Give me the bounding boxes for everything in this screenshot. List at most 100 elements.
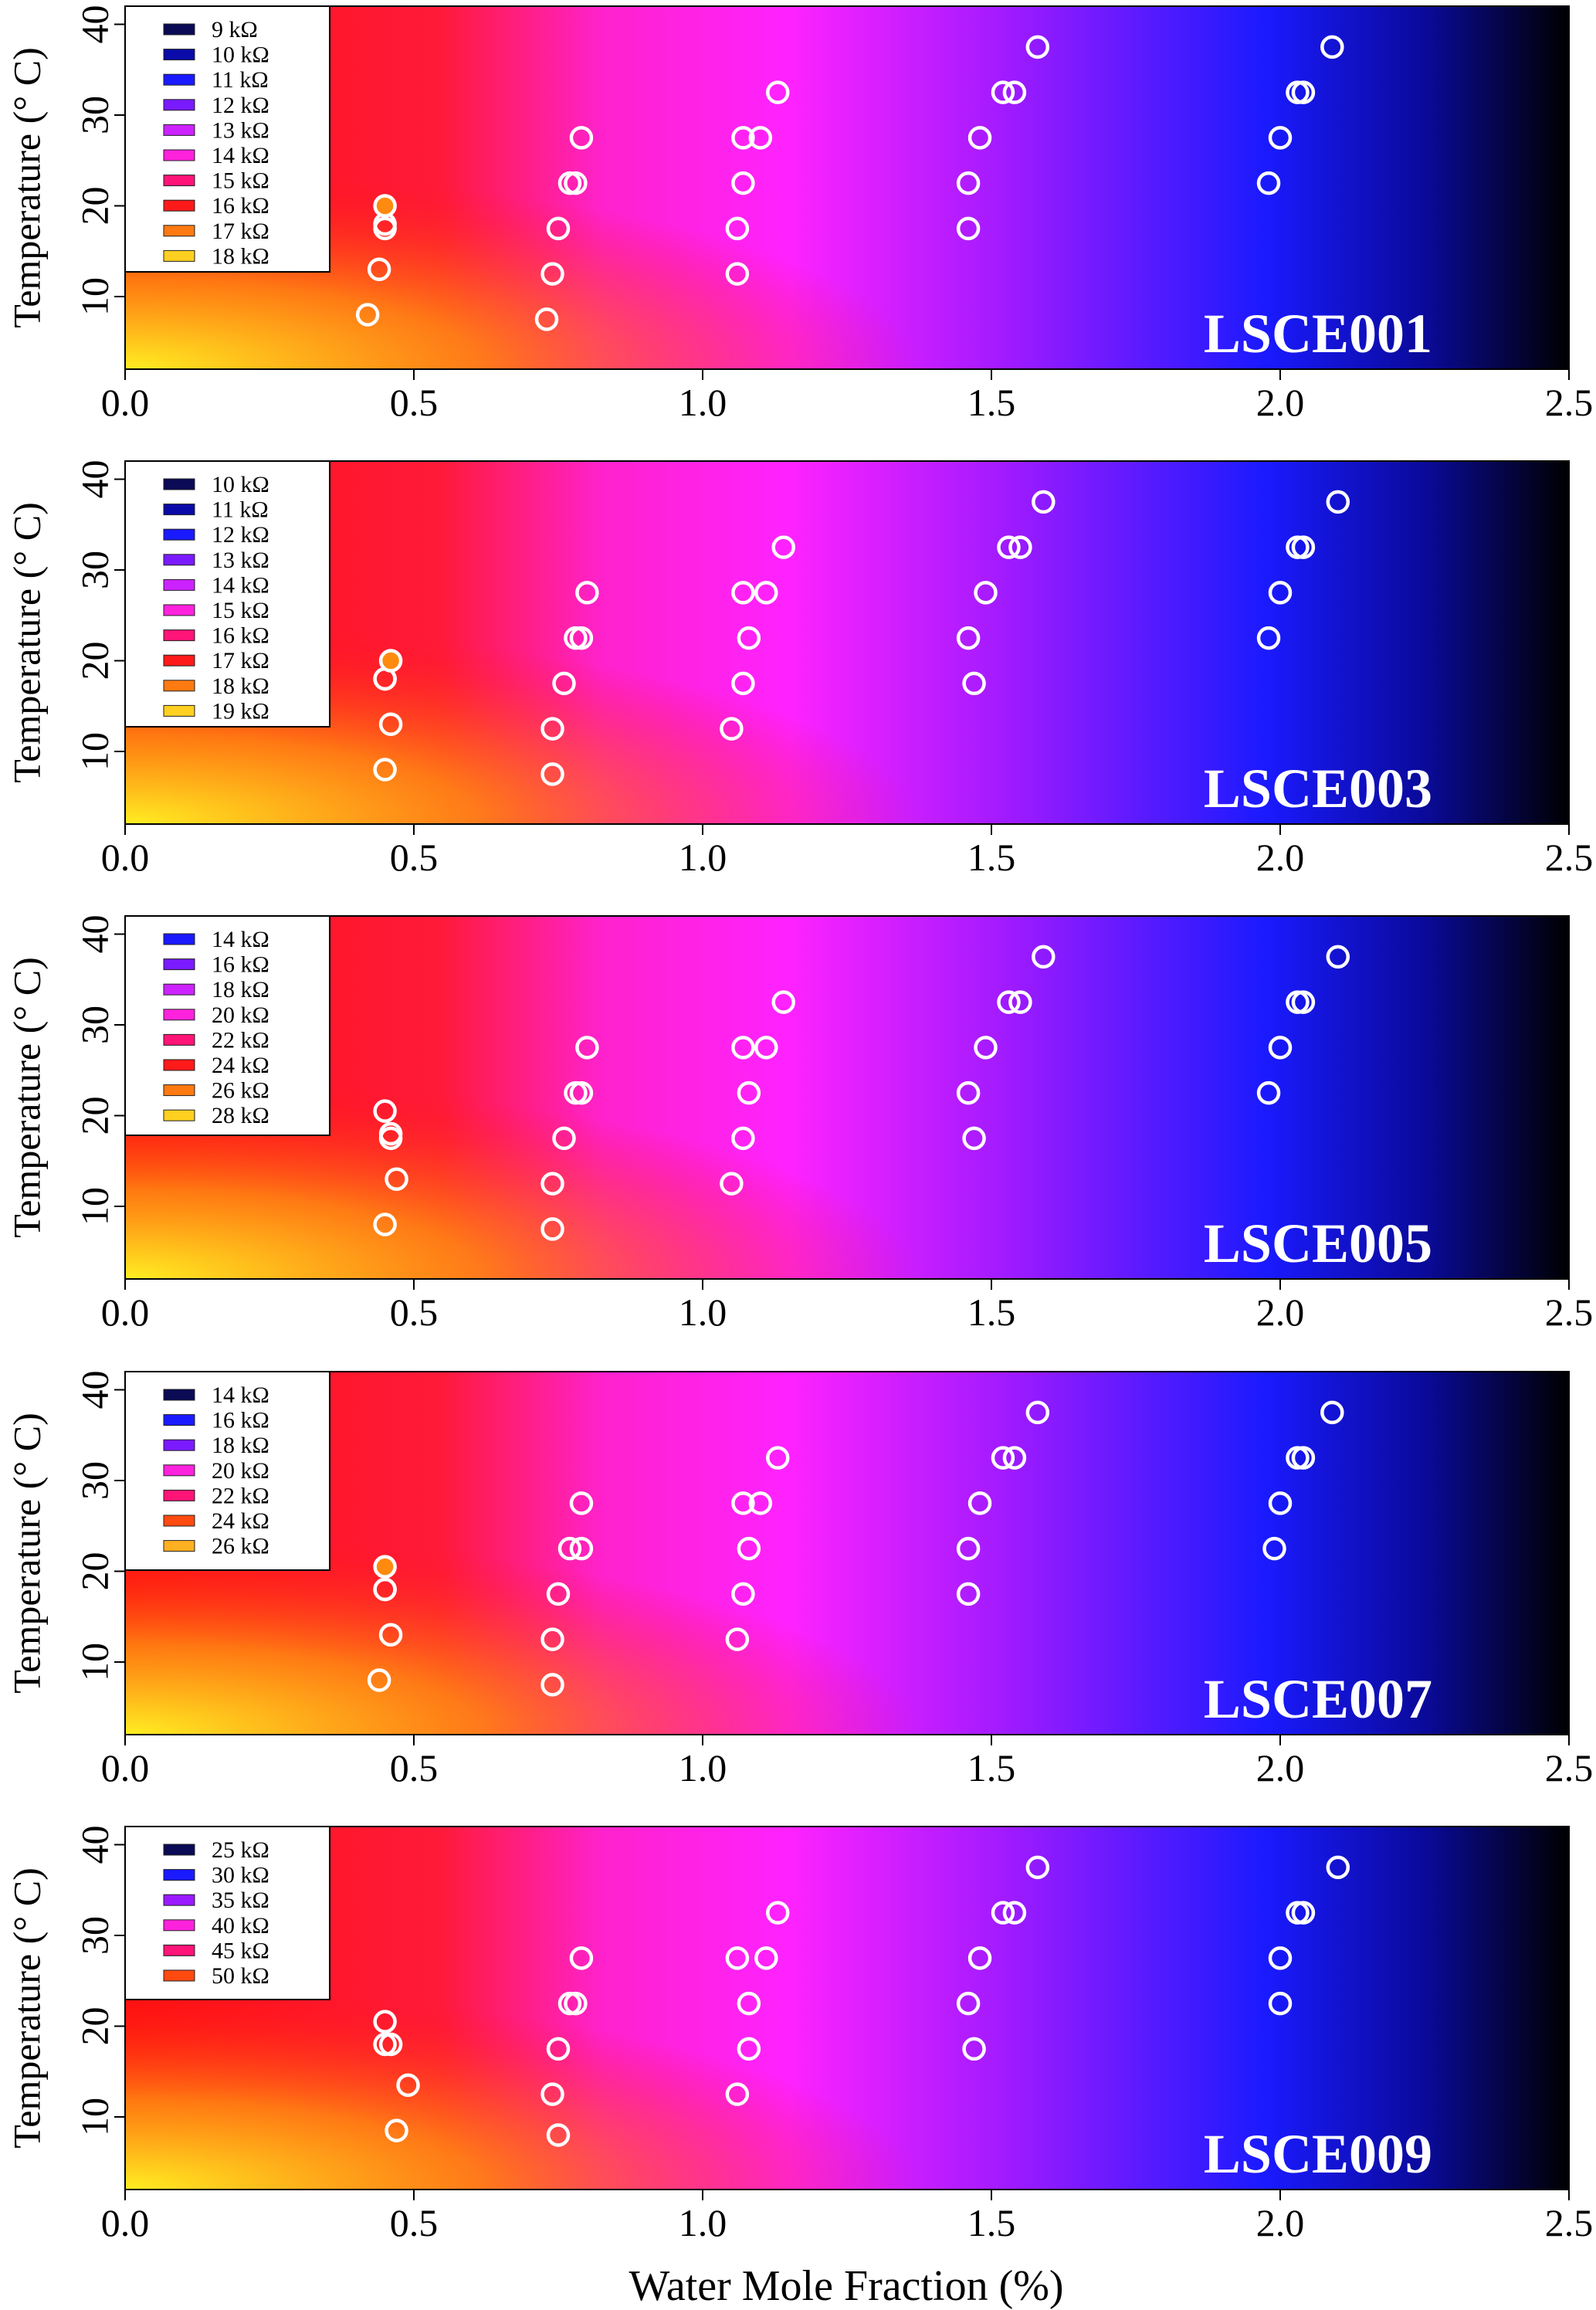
- data-point: [1008, 535, 1032, 559]
- data-point: [962, 2037, 986, 2061]
- data-point: [1025, 1400, 1050, 1425]
- x-tick-label: 0.5: [390, 836, 439, 879]
- x-tick-label: 1.0: [679, 381, 727, 424]
- data-point: [1320, 1400, 1344, 1425]
- data-point: [765, 1446, 790, 1470]
- data-point: [569, 1080, 594, 1105]
- legend-label: 9 kΩ: [212, 17, 258, 42]
- data-point: [962, 1126, 986, 1151]
- x-tick-label: 2.0: [1256, 836, 1305, 879]
- data-point: [771, 990, 795, 1014]
- data-point: [754, 1036, 778, 1060]
- legend-swatch: [163, 1009, 195, 1021]
- x-tick-label: 1.5: [967, 836, 1016, 879]
- legend-swatch: [163, 933, 195, 945]
- data-point: [534, 307, 559, 331]
- y-tick-label: 30: [73, 96, 116, 134]
- legend-swatch: [163, 1869, 195, 1881]
- data-point: [1256, 171, 1281, 195]
- legend-label: 11 kΩ: [212, 67, 269, 93]
- data-point: [355, 303, 380, 327]
- data-point: [1025, 1855, 1050, 1880]
- data-point: [731, 581, 755, 605]
- y-tick-label: 30: [73, 551, 116, 589]
- legend-swatch: [163, 504, 195, 516]
- y-tick-label: 10: [73, 732, 116, 771]
- data-point: [540, 1627, 564, 1651]
- panel-title: LSCE007: [1204, 1668, 1432, 1730]
- x-tick-label: 0.0: [101, 1746, 150, 1789]
- data-point: [956, 626, 981, 650]
- legend-swatch: [163, 604, 195, 616]
- data-point: [569, 1536, 594, 1561]
- legend-swatch: [163, 1109, 195, 1121]
- legend-label: 35 kΩ: [212, 1888, 269, 1913]
- data-point: [754, 1946, 778, 1970]
- data-point: [1002, 1446, 1027, 1470]
- x-tick-label: 2.5: [1545, 1291, 1594, 1334]
- legend-swatch: [163, 1439, 195, 1451]
- data-point: [367, 257, 391, 281]
- legend-swatch: [163, 1944, 195, 1956]
- x-tick-label: 2.0: [1256, 1291, 1305, 1334]
- data-point: [754, 581, 778, 605]
- data-point: [956, 1582, 981, 1606]
- legend-label: 16 kΩ: [212, 952, 269, 978]
- data-point: [737, 2037, 761, 2061]
- y-axis-label: Temperature (° C): [5, 502, 48, 783]
- x-tick-label: 1.5: [967, 1291, 1016, 1334]
- legend-swatch: [163, 225, 195, 237]
- data-point: [569, 1946, 594, 1970]
- data-point: [720, 1172, 744, 1196]
- legend-swatch: [163, 99, 195, 111]
- legend-swatch: [163, 528, 195, 541]
- data-point: [540, 1217, 564, 1241]
- legend-box: [124, 1371, 330, 1571]
- legend-swatch: [163, 654, 195, 667]
- data-point: [546, 2123, 571, 2147]
- y-tick-label: 40: [73, 915, 116, 954]
- data-point: [765, 1901, 790, 1925]
- legend-label: 17 kΩ: [212, 219, 269, 244]
- data-point: [991, 1901, 1015, 1925]
- data-point: [1268, 1036, 1293, 1060]
- data-point: [575, 1036, 599, 1060]
- legend-swatch: [163, 680, 195, 692]
- data-point: [575, 581, 599, 605]
- legend-swatch: [163, 1969, 195, 1982]
- legend-swatch: [163, 23, 195, 36]
- legend-label: 28 kΩ: [212, 1103, 269, 1128]
- data-point: [557, 1536, 582, 1561]
- data-point: [385, 1167, 408, 1191]
- data-point: [569, 626, 594, 650]
- y-tick-label: 20: [73, 187, 116, 226]
- data-point: [378, 1623, 403, 1647]
- legend-swatch: [163, 149, 195, 161]
- legend-label: 20 kΩ: [212, 1458, 269, 1484]
- legend-label: 18 kΩ: [212, 243, 269, 269]
- data-point: [997, 535, 1021, 559]
- data-point: [956, 1991, 981, 2016]
- data-point: [1008, 990, 1032, 1014]
- data-point: [373, 1099, 397, 1123]
- data-point: [1326, 490, 1350, 514]
- data-point: [1291, 535, 1316, 559]
- x-tick-label: 0.0: [101, 1291, 150, 1334]
- data-point: [737, 626, 761, 650]
- legend-label: 16 kΩ: [212, 623, 269, 649]
- data-point: [765, 80, 790, 104]
- legend-swatch: [163, 1414, 195, 1426]
- data-point: [956, 216, 981, 241]
- x-tick-label: 2.5: [1545, 2201, 1594, 2244]
- data-point: [540, 1172, 564, 1196]
- y-tick-label: 10: [73, 2098, 116, 2136]
- data-point: [373, 194, 397, 218]
- data-point: [373, 1577, 397, 1602]
- x-tick-label: 2.0: [1256, 381, 1305, 424]
- panel-title: LSCE009: [1204, 2123, 1432, 2185]
- legend-label: 24 kΩ: [212, 1053, 269, 1078]
- x-tick-label: 2.5: [1545, 836, 1594, 879]
- data-point: [564, 1991, 588, 2016]
